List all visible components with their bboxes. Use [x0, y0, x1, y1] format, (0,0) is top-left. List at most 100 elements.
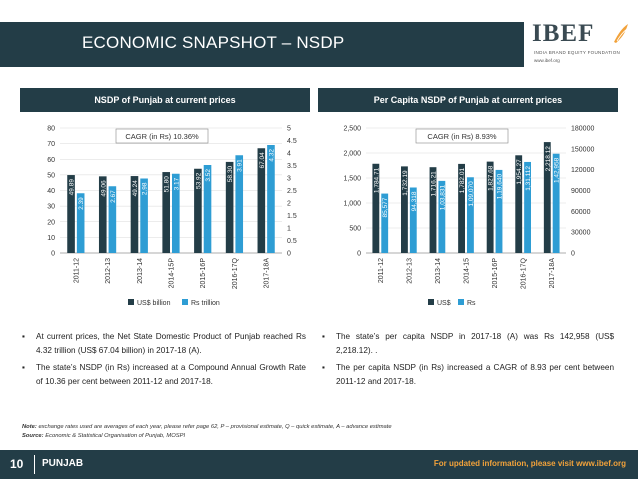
- data-label: 1,42,958: [554, 157, 561, 183]
- data-label: 1,784.71: [373, 167, 380, 193]
- bar-us-billion: [162, 172, 170, 253]
- nsdp-chart-svg: 0 10 20 30 40 50 60 70 80 0 0.5 1 1.5 2 2.5 3 3.5 4 4.5 5 49…: [47, 126, 297, 308]
- category-tick-label: 2015-16P: [200, 258, 207, 289]
- source-label: Source:: [22, 433, 44, 439]
- bar-rs-trillion: [172, 173, 180, 253]
- logo-url: www.ibef.org: [534, 58, 560, 63]
- bar-us-: [429, 167, 437, 253]
- cagr-annotation-box: [115, 128, 209, 144]
- data-label: 3.17: [173, 177, 180, 190]
- left-axis-tick-label: 0: [357, 251, 361, 258]
- category-tick-label: 2011-12: [73, 258, 80, 283]
- category-tick-label: 2013-14: [435, 258, 442, 284]
- data-label: 2.98: [142, 182, 149, 195]
- data-label: 51.80: [164, 176, 171, 193]
- bar-us-billion: [130, 176, 139, 253]
- left-axis-tick-label: 0: [51, 251, 55, 258]
- bar-rs: [438, 180, 446, 253]
- bar-us-billion: [225, 161, 234, 253]
- legend-swatch: [458, 299, 464, 305]
- left-axis-tick-label: 10: [47, 235, 55, 242]
- right-axis-tick-label: 4.5: [287, 138, 297, 145]
- data-label: 3.52: [205, 169, 212, 182]
- left-axis-tick-label: 1,500: [343, 176, 361, 183]
- note-label: Note:: [22, 424, 37, 430]
- legend-label: Rs trillion: [191, 300, 220, 307]
- bullet-text: The state’s NSDP (in Rs) increased at a …: [36, 363, 306, 386]
- bullet-item: ▪ The per capita NSDP (in Rs) increased …: [322, 361, 614, 388]
- bar-rs-trillion: [267, 145, 275, 253]
- bar-rs: [552, 153, 560, 253]
- bar-us-billion: [257, 148, 266, 253]
- right-axis-tick-label: 3.5: [287, 163, 297, 170]
- bullets-right: ▪ The state’s per capita NSDP in 2017-18…: [322, 330, 614, 392]
- left-axis-tick-label: 80: [47, 126, 55, 133]
- data-label: 3.91: [237, 159, 244, 172]
- bar-rs: [495, 169, 503, 253]
- data-label: 2.39: [78, 197, 85, 210]
- bar-rs-trillion: [108, 186, 117, 253]
- category-tick-label: 2012-13: [105, 258, 112, 284]
- data-label: 67.04: [259, 152, 266, 169]
- right-axis-tick-label: 5: [287, 126, 291, 133]
- bar-rs-trillion: [235, 155, 244, 253]
- bar-us-billion: [67, 175, 75, 253]
- bullet-icon: ▪: [322, 332, 325, 341]
- data-label: 85,577: [382, 197, 389, 217]
- bar-us-: [458, 163, 465, 253]
- data-label: 1,954.27: [516, 159, 523, 185]
- bullet-icon: ▪: [322, 363, 325, 372]
- category-tick-label: 2016-17Q: [232, 257, 239, 289]
- legend-label: Rs: [467, 300, 476, 307]
- bullet-text: The state’s per capita NSDP in 2017-18 (…: [336, 332, 614, 355]
- ibef-website-link[interactable]: For updated information, please visit ww…: [433, 459, 626, 468]
- nsdp-chart: 0 10 20 30 40 50 60 70 80 0 0.5 1 1.5 2 2.5 3 3.5 4 4.5 5 49…: [20, 113, 310, 318]
- data-label: 1,827.68: [488, 165, 495, 191]
- right-axis-tick-label: 1.5: [287, 213, 297, 220]
- cagr-annotation: CAGR (in Rs) 8.93%: [427, 132, 497, 141]
- left-axis-tick-label: 30: [47, 204, 55, 211]
- left-axis-tick-label: 1,000: [343, 201, 361, 208]
- bullet-icon: ▪: [22, 363, 25, 372]
- data-label: 49.89: [69, 179, 76, 196]
- per-capita-chart-svg: 0 500 1,000 1,500 2,000 2,500 0 30000 60000 90000…: [343, 126, 594, 308]
- right-axis-tick-label: 30000: [571, 230, 591, 237]
- bar-us-: [401, 166, 408, 253]
- right-axis-tick-label: 120000: [571, 167, 594, 174]
- per-capita-chart: 0 500 1,000 1,500 2,000 2,500 0 30000 60000 90000…: [318, 113, 618, 318]
- cagr-annotation-box: [415, 128, 509, 144]
- category-tick-label: 2017-18A: [549, 258, 556, 289]
- source-text: Economic & Statistical Organisation of P…: [45, 433, 186, 439]
- data-label: 1,716.21: [431, 171, 438, 197]
- bar-us-billion: [98, 176, 107, 253]
- bar-rs-trillion: [76, 193, 85, 253]
- left-axis-tick-label: 2,000: [343, 151, 361, 158]
- footnote: Note: exchange rates used are averages o…: [22, 424, 392, 430]
- data-label: 49.06: [100, 180, 107, 197]
- right-axis-tick-label: 1: [287, 226, 291, 233]
- page-header: ECONOMIC SNAPSHOT – NSDP IBEF INDIA BRAN…: [0, 0, 638, 86]
- data-label: 1,732.19: [402, 170, 409, 196]
- bar-rs-trillion: [203, 165, 212, 253]
- left-axis-tick-label: 50: [47, 172, 55, 179]
- category-tick-label: 2014-15P: [169, 258, 176, 289]
- bullet-icon: ▪: [22, 332, 25, 341]
- data-label: 4.32: [268, 149, 275, 162]
- category-tick-label: 2013-14: [137, 258, 144, 284]
- right-axis-tick-label: 150000: [571, 146, 594, 153]
- data-label: 94,318: [411, 191, 418, 211]
- source-note: Source: Economic & Statistical Organisat…: [22, 433, 185, 439]
- data-label: 1,31,112: [525, 166, 532, 191]
- bullet-item: ▪ The state’s per capita NSDP in 2017-18…: [322, 330, 614, 357]
- right-axis-tick-label: 0: [571, 251, 575, 258]
- bar-rs-trillion: [140, 178, 148, 253]
- category-tick-label: 2014-15: [464, 258, 471, 284]
- bird-icon: [614, 24, 628, 43]
- right-axis-tick-label: 90000: [571, 188, 591, 195]
- data-label: 1,03,831: [439, 185, 446, 211]
- right-axis-tick-label: 4: [287, 151, 291, 158]
- category-tick-label: 2016-17Q: [521, 257, 528, 289]
- legend-swatch: [128, 299, 134, 305]
- logo-subtitle: INDIA BRAND EQUITY FOUNDATION: [534, 50, 621, 55]
- bar-rs: [524, 161, 531, 253]
